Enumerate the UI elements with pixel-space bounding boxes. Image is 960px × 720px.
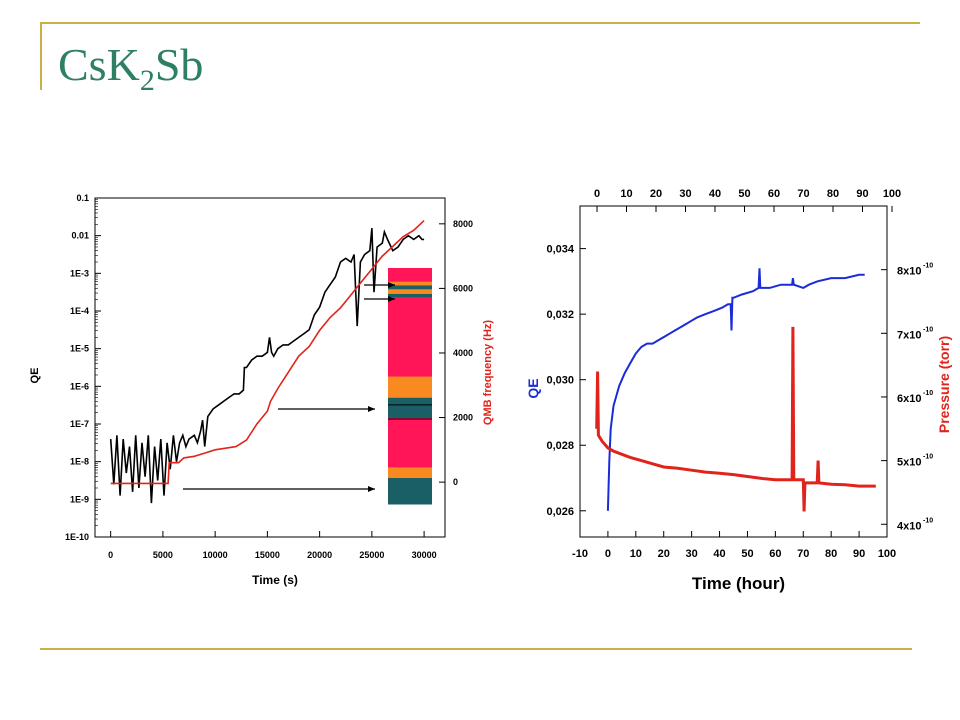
x-axis-label: Time (hour) <box>692 574 785 593</box>
y-tick-label: 0.01 <box>71 231 89 241</box>
x-tick-label: 0 <box>605 548 611 560</box>
x-tick-label: 90 <box>853 548 865 560</box>
y2-tick-label: 4000 <box>453 348 473 358</box>
title-main: CsK <box>58 39 140 90</box>
layer-band <box>388 293 432 298</box>
y2-tick-exponent: -10 <box>923 263 933 270</box>
y2-tick-label: 0 <box>453 477 458 487</box>
x2-tick-label: 50 <box>738 188 750 200</box>
y2-tick-exponent: -10 <box>923 517 933 524</box>
y-tick-label: 1E-8 <box>70 457 89 467</box>
arrow-head <box>388 282 395 288</box>
layer-band <box>388 281 432 286</box>
arrow-head <box>368 486 375 492</box>
y-axis-label: QE <box>525 378 541 398</box>
plot-frame <box>579 205 888 538</box>
y2-tick-exponent: -10 <box>923 454 933 461</box>
x2-tick-label: 20 <box>650 188 662 200</box>
x-tick-label: -10 <box>572 548 588 560</box>
layer-band <box>388 376 432 399</box>
y-tick-label: 1E-10 <box>65 532 89 542</box>
y2-tick-mantissa: 6x10 <box>897 393 921 405</box>
qe-series-line <box>606 268 865 511</box>
x-tick-label: 5000 <box>153 550 173 560</box>
y-tick-label: 1E-7 <box>70 419 89 429</box>
layer-band <box>388 297 432 302</box>
arrow-head <box>388 296 395 302</box>
x-axis-label: Time (s) <box>252 573 298 587</box>
y-axis-label: QE <box>29 368 41 384</box>
y-tick-label: 0.1 <box>76 193 89 203</box>
x2-tick-label: 80 <box>827 188 839 200</box>
x2-tick-label: 10 <box>620 188 632 200</box>
title-suffix: Sb <box>154 39 204 90</box>
x2-tick-label: 30 <box>679 188 691 200</box>
x-tick-label: 15000 <box>255 550 280 560</box>
x-tick-label: 50 <box>741 548 753 560</box>
x-tick-label: 30000 <box>412 550 437 560</box>
x-tick-label: 40 <box>713 548 725 560</box>
plot-frame <box>94 197 446 538</box>
y-tick-label: 0,034 <box>546 244 574 256</box>
x-tick-label: 70 <box>797 548 809 560</box>
y-tick-label: 1E-3 <box>70 268 89 278</box>
layer-band <box>388 301 432 378</box>
title-subscript: 2 <box>139 64 155 97</box>
layer-band <box>388 478 432 505</box>
x-tick-label: 20 <box>658 548 670 560</box>
y2-tick-exponent: -10 <box>923 326 933 333</box>
x-tick-label: 25000 <box>359 550 384 560</box>
x2-tick-label: 60 <box>768 188 780 200</box>
x2-tick-label: 90 <box>856 188 868 200</box>
x-tick-label: 20000 <box>307 550 332 560</box>
left-accent-line <box>40 22 42 90</box>
y2-axis-label: QMB frequency (Hz) <box>482 320 494 425</box>
y2-tick-mantissa: 8x10 <box>897 266 921 278</box>
y-tick-label: 0,028 <box>546 440 574 452</box>
y-tick-label: 1E-6 <box>70 381 89 391</box>
y2-tick-exponent: -10 <box>923 390 933 397</box>
x-tick-label: 0 <box>108 550 113 560</box>
x-tick-label: 100 <box>878 548 896 560</box>
x2-tick-label: 100 <box>883 188 901 200</box>
layer-band <box>388 289 432 295</box>
x-tick-label: 10000 <box>203 550 228 560</box>
y2-tick-label: 6000 <box>453 283 473 293</box>
x2-tick-label: 70 <box>797 188 809 200</box>
x-tick-label: 60 <box>769 548 781 560</box>
layer-band <box>388 285 432 290</box>
x2-tick-label: 40 <box>709 188 721 200</box>
qmb-series-line <box>110 220 425 485</box>
x-tick-label: 30 <box>686 548 698 560</box>
y-tick-label: 0,032 <box>546 309 574 321</box>
x2-tick-label: 0 <box>594 188 600 200</box>
y2-tick-mantissa: 7x10 <box>897 329 921 341</box>
y-tick-label: 1E-5 <box>70 344 89 354</box>
y2-tick-mantissa: 4x10 <box>897 520 921 532</box>
qe-series-line <box>109 228 425 504</box>
layer-band <box>388 397 432 419</box>
y-tick-label: 0,030 <box>546 375 574 387</box>
layer-band <box>388 417 432 468</box>
y-tick-label: 1E-4 <box>70 306 89 316</box>
x-tick-label: 80 <box>825 548 837 560</box>
y2-axis-label: Pressure (torr) <box>936 336 952 433</box>
x-tick-label: 10 <box>630 548 642 560</box>
arrow-head <box>368 406 375 412</box>
y-tick-label: 1E-9 <box>70 494 89 504</box>
pressure-series-line <box>595 326 876 512</box>
layer-band <box>388 268 432 283</box>
y-tick-label: 0,026 <box>546 506 574 518</box>
top-accent-line <box>40 22 920 24</box>
bottom-accent-line <box>40 648 912 650</box>
y2-tick-label: 2000 <box>453 413 473 423</box>
y2-tick-label: 8000 <box>453 219 473 229</box>
layer-band <box>388 467 432 479</box>
y2-tick-mantissa: 5x10 <box>897 457 921 469</box>
slide-title: CsK2Sb <box>58 38 203 98</box>
